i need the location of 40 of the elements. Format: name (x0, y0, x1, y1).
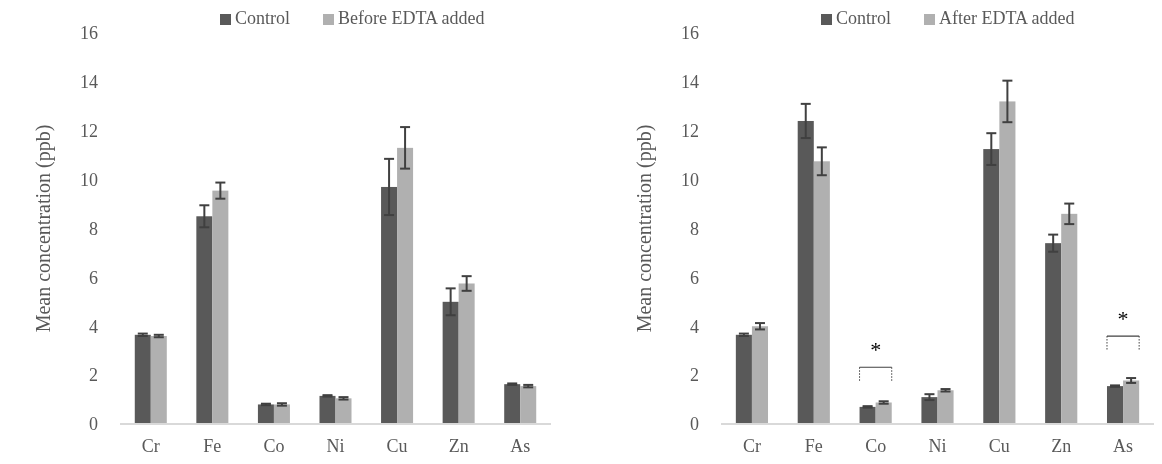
y-tick-label: 14 (681, 72, 699, 93)
y-tick-label: 2 (690, 365, 699, 386)
x-tick-label: Cu (386, 436, 408, 456)
x-tick-label: Ni (326, 436, 345, 456)
legend-label: Control (235, 8, 291, 28)
x-tick-label: Ni (928, 436, 947, 456)
x-tick-label: Cu (988, 436, 1010, 456)
y-tick-label: 6 (89, 267, 98, 288)
y-tick-label: 12 (681, 121, 699, 142)
y-tick-label: 14 (80, 72, 98, 93)
y-tick-label: 16 (80, 23, 98, 44)
y-tick-label: 8 (690, 218, 699, 239)
x-tick-label: Fe (804, 436, 823, 456)
x-tick-label: Fe (203, 436, 222, 456)
x-tick-label: As (1113, 436, 1134, 456)
x-tick-label: Cr (141, 436, 160, 456)
y-tick-label: 4 (690, 316, 699, 337)
y-tick-label: 8 (89, 218, 98, 239)
y-tick-label: 10 (80, 169, 98, 190)
y-tick-label: 0 (690, 414, 699, 435)
legend-label: Control (836, 8, 892, 28)
x-tick-label: As (510, 436, 531, 456)
legend-label: Before EDTA added (338, 8, 485, 28)
y-tick-label: 2 (89, 365, 98, 386)
y-tick-label: 12 (80, 121, 98, 142)
x-tick-label: Co (865, 436, 887, 456)
x-tick-label: Cr (742, 436, 761, 456)
y-tick-label: 10 (681, 169, 699, 190)
annotation: * (1117, 306, 1129, 332)
y-axis-title: Mean concentration (ppb) (32, 124, 55, 333)
x-tick-label: Co (263, 436, 285, 456)
y-tick-label: 6 (690, 267, 699, 288)
y-tick-label: 16 (681, 23, 699, 44)
y-tick-label: 4 (89, 316, 98, 337)
legend-label: After EDTA added (939, 8, 1075, 28)
y-tick-label: 0 (89, 414, 98, 435)
x-tick-label: Zn (448, 436, 469, 456)
annotation: * (870, 337, 882, 363)
y-axis-title: Mean concentration (ppb) (633, 124, 656, 333)
x-tick-label: Zn (1051, 436, 1072, 456)
